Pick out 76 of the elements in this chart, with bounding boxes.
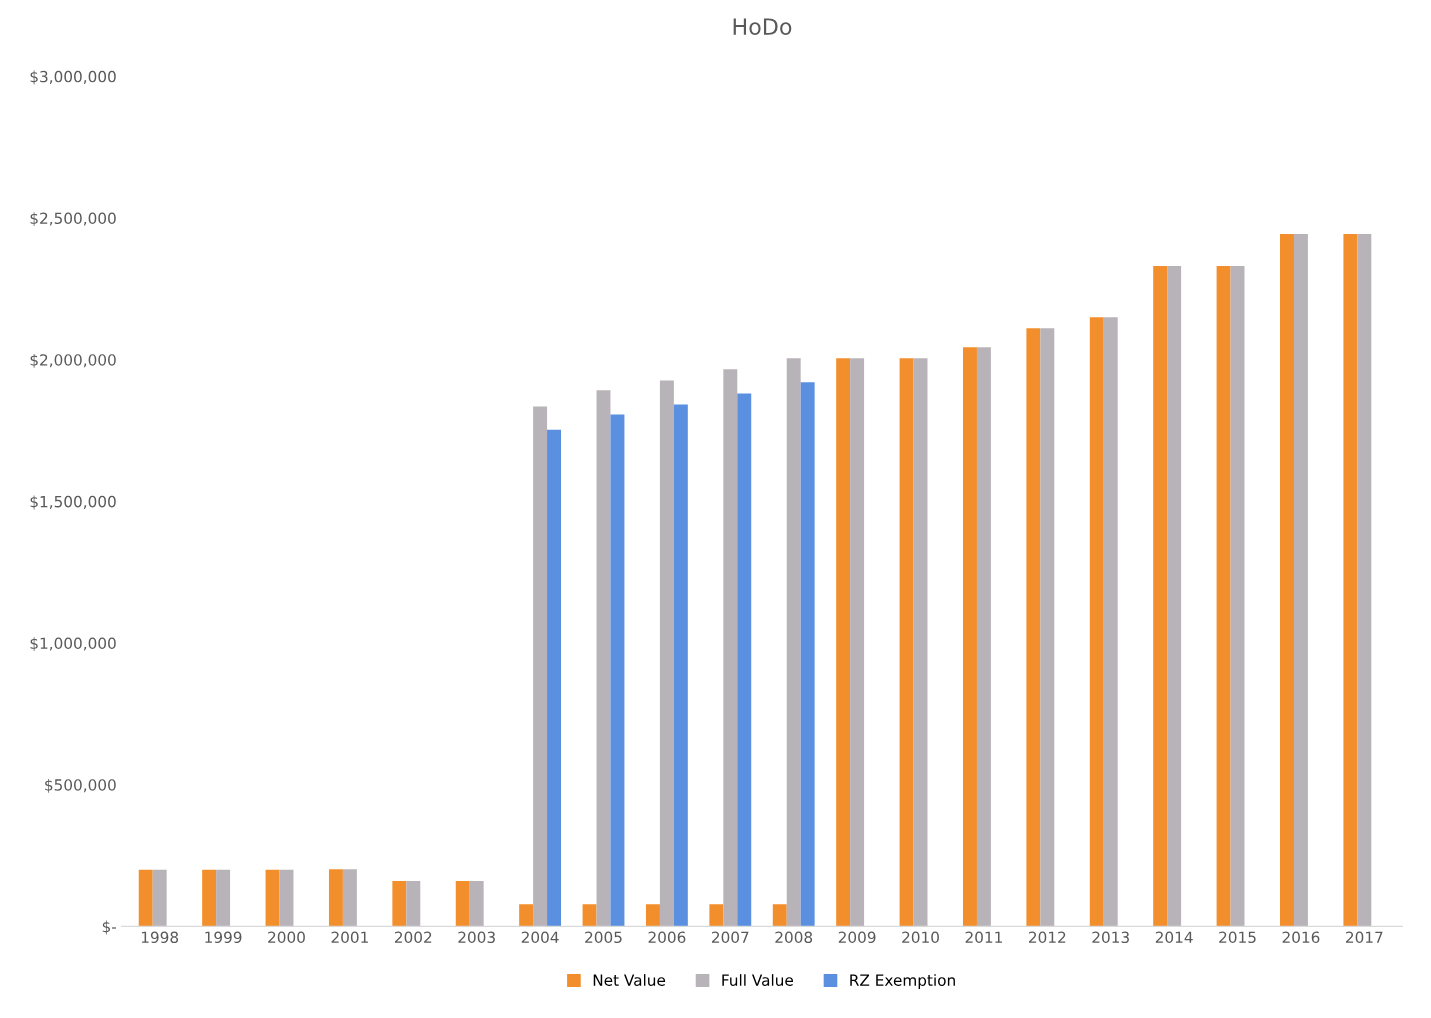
x-tick-label: 1999 xyxy=(205,931,242,944)
bar xyxy=(659,380,674,927)
bar xyxy=(1040,328,1055,927)
bar xyxy=(533,406,548,927)
bar xyxy=(913,358,928,927)
x-tick-label: 2003 xyxy=(458,931,495,944)
x-tick-label: 2010 xyxy=(902,931,939,944)
x-tick-label: 2001 xyxy=(331,931,368,944)
x-tick-label: 2016 xyxy=(1282,931,1320,944)
bar xyxy=(1026,328,1041,927)
bar xyxy=(673,404,688,927)
x-tick-label: 2006 xyxy=(648,931,686,944)
y-tick-label: $500,000 xyxy=(45,778,116,793)
bar xyxy=(328,869,343,927)
x-tick-label: 2009 xyxy=(838,931,876,944)
bar xyxy=(1343,233,1358,927)
y-tick-label: $2,000,000 xyxy=(30,353,116,368)
x-tick-label: 2014 xyxy=(1155,931,1193,944)
x-tick-label: 2000 xyxy=(268,931,305,944)
x-tick-label: 2013 xyxy=(1092,931,1129,944)
bar xyxy=(1089,317,1104,927)
bar xyxy=(800,382,815,927)
bar xyxy=(1230,265,1245,927)
bar xyxy=(342,869,357,927)
bar xyxy=(265,869,280,927)
y-tick-label: $3,000,000 xyxy=(30,70,116,85)
bar xyxy=(963,347,977,927)
bar xyxy=(519,904,534,927)
bar xyxy=(1280,233,1294,927)
x-tick-label: 2008 xyxy=(775,931,813,944)
bar xyxy=(723,369,738,927)
x-tick-label: 2002 xyxy=(394,931,432,944)
bar xyxy=(202,869,217,927)
bar xyxy=(1216,265,1231,927)
bar xyxy=(547,429,562,927)
y-tick-label: $- xyxy=(102,920,117,935)
y-tick-label: $2,500,000 xyxy=(30,212,116,227)
x-tick-label: 2012 xyxy=(1029,931,1066,944)
bar xyxy=(152,869,167,927)
bar xyxy=(610,414,625,927)
bar xyxy=(645,904,660,927)
x-tick-label: 2007 xyxy=(711,931,749,944)
bar xyxy=(1153,265,1168,927)
x-tick-label: 2004 xyxy=(521,931,559,944)
legend-label: RZ Exemption xyxy=(850,974,955,989)
bar xyxy=(455,881,470,927)
bar xyxy=(582,904,597,927)
bar xyxy=(850,358,865,927)
bar xyxy=(138,869,153,927)
x-tick-label: 1998 xyxy=(141,931,179,944)
legend-label: Full Value xyxy=(722,974,793,986)
bar xyxy=(279,869,294,927)
bar xyxy=(772,904,787,927)
y-tick-label: $1,000,000 xyxy=(30,637,116,652)
bar xyxy=(406,881,421,927)
bar xyxy=(976,347,991,927)
x-tick-label: 2011 xyxy=(965,931,1002,944)
y-tick-label: $1,500,000 xyxy=(30,495,116,510)
bar xyxy=(596,390,611,927)
bar xyxy=(1357,233,1372,927)
bar xyxy=(1293,233,1308,927)
bar xyxy=(1103,317,1118,927)
bar xyxy=(216,869,231,927)
bar xyxy=(786,358,801,927)
bar xyxy=(836,358,851,927)
x-tick-label: 2015 xyxy=(1219,931,1256,944)
bar xyxy=(899,358,914,927)
bar xyxy=(1167,265,1182,927)
bar xyxy=(709,904,724,927)
x-tick-label: 2017 xyxy=(1346,931,1383,944)
chart-title: HoDo xyxy=(733,18,792,35)
bar xyxy=(737,393,752,927)
bar xyxy=(469,881,484,927)
x-tick-label: 2005 xyxy=(585,931,622,944)
bar xyxy=(392,881,407,927)
legend-label: Net Value xyxy=(593,974,666,986)
